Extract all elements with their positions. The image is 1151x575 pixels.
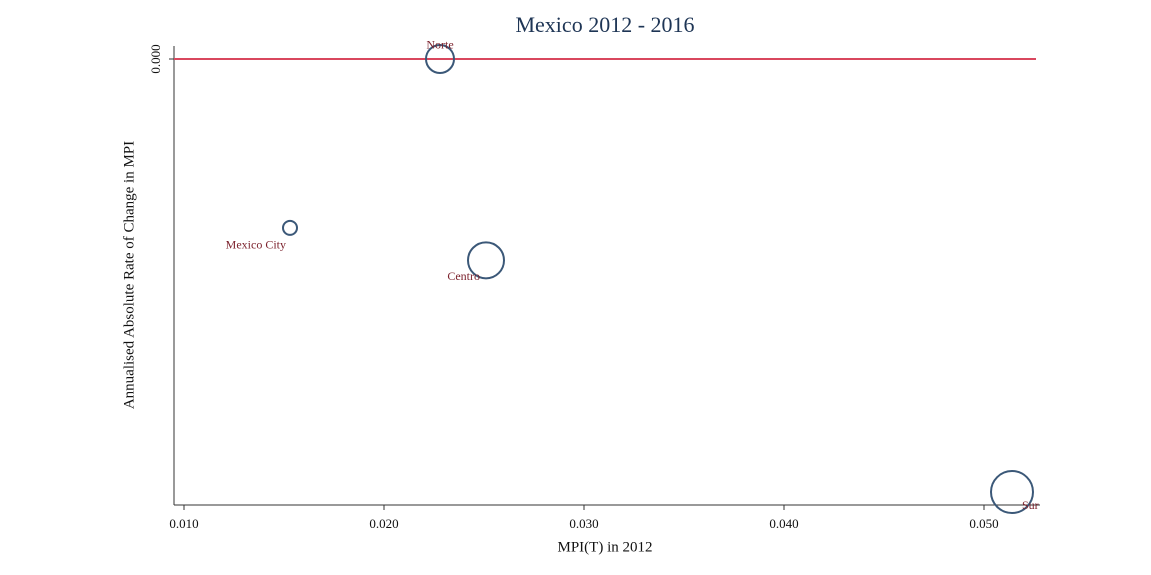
x-tick-label: 0.050	[969, 516, 998, 531]
bubble	[467, 241, 505, 280]
point-label: Sur	[1022, 498, 1039, 512]
point-label: Norte	[426, 38, 453, 52]
point-label: Mexico City	[226, 238, 286, 252]
y-tick-label: 0.000	[148, 44, 163, 73]
chart-title: Mexico 2012 - 2016	[515, 12, 694, 37]
y-axis-label: Annualised Absolute Rate of Change in MP…	[121, 141, 137, 409]
point-label: Centro	[447, 269, 480, 283]
x-axis-label: MPI(T) in 2012	[558, 539, 653, 555]
x-tick-label: 0.030	[569, 516, 598, 531]
bubble	[425, 43, 455, 74]
bubble	[990, 470, 1034, 515]
x-tick-label: 0.040	[769, 516, 798, 531]
x-tick-label: 0.020	[369, 516, 398, 531]
bubble	[282, 219, 298, 236]
x-tick-label: 0.010	[169, 516, 198, 531]
